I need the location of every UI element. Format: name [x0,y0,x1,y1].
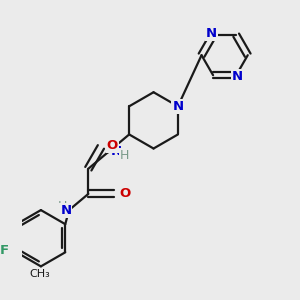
Text: CH₃: CH₃ [29,269,50,279]
Text: N: N [206,27,217,40]
Text: O: O [119,188,131,200]
Text: O: O [107,139,118,152]
Text: N: N [232,70,243,83]
Text: N: N [111,145,122,158]
Text: F: F [0,244,9,257]
Text: H: H [120,149,129,162]
Text: N: N [60,204,71,217]
Text: H: H [58,200,68,213]
Text: N: N [172,100,184,113]
